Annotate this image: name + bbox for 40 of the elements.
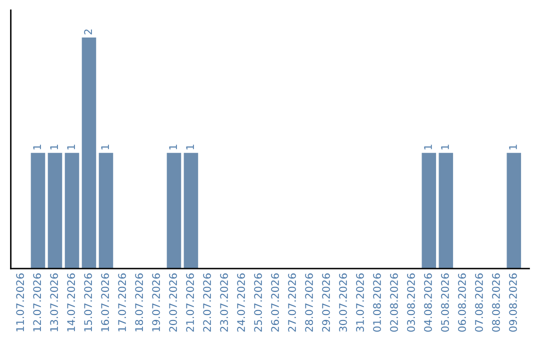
x-tick-label: 16.07.2026 <box>101 273 110 332</box>
x-tick-label: 18.07.2026 <box>135 273 143 332</box>
x-tick-label: 02.08.2026 <box>390 273 398 332</box>
x-tick-label: 03.08.2026 <box>407 273 415 332</box>
x-tick-label: 22.07.2026 <box>203 273 211 332</box>
data-label: 1 <box>441 144 449 150</box>
x-tick-label: 05.08.2026 <box>441 273 449 332</box>
x-tick-label: 17.07.2026 <box>118 273 126 332</box>
x-tick-label: 21.07.2026 <box>186 273 194 332</box>
data-label: 1 <box>101 144 109 150</box>
x-tick-label: 07.08.2026 <box>475 273 483 332</box>
x-tick-label: 09.08.2026 <box>509 273 517 332</box>
data-label: 1 <box>186 144 194 150</box>
x-tick-label: 04.08.2026 <box>424 273 432 332</box>
data-label: 1 <box>169 144 177 150</box>
x-tick-label: 28.07.2026 <box>305 273 313 332</box>
x-tick-label: 26.07.2026 <box>271 273 279 332</box>
x-tick-label: 06.08.2026 <box>458 273 466 332</box>
x-tick-label: 24.07.2026 <box>237 273 245 332</box>
x-tick-label: 14.07.2026 <box>67 273 76 332</box>
x-tick-label: 15.07.2026 <box>84 273 92 332</box>
x-tick-label: 08.08.2026 <box>492 273 500 332</box>
x-tick-label: 29.07.2026 <box>322 273 330 332</box>
data-label: 1 <box>509 144 517 150</box>
x-tick-label: 20.07.2026 <box>169 273 177 332</box>
data-label: 2 <box>84 30 92 34</box>
x-tick-label: 23.07.2026 <box>220 273 228 332</box>
x-tick-label: 27.07.2026 <box>288 273 296 332</box>
x-tick-label: 13.07.2026 <box>50 273 58 332</box>
x-tick-label: 01.08.2026 <box>373 273 381 332</box>
data-label: 1 <box>67 144 75 150</box>
data-label: 1 <box>33 144 41 150</box>
x-tick-label: 31.07.2026 <box>356 273 364 332</box>
data-label: 1 <box>424 144 432 150</box>
x-tick-label: 12.07.2026 <box>33 273 42 332</box>
x-tick-label: 19.07.2026 <box>152 273 160 332</box>
x-tick-label: 30.07.2026 <box>339 273 347 332</box>
x-tick-label: 25.07.2026 <box>254 273 262 332</box>
data-label: 1 <box>50 144 58 150</box>
x-tick-label: 11.07.2026 <box>16 273 24 332</box>
